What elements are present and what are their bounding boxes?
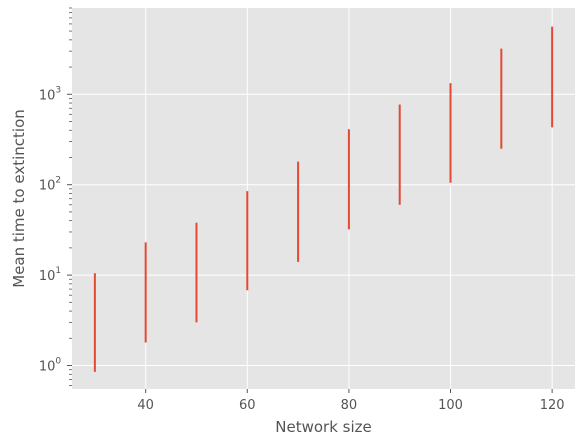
x-tick-label: 40	[137, 398, 154, 413]
y-tick-label: 100	[39, 357, 62, 375]
x-tick-label: 120	[540, 398, 565, 413]
y-tick-labels: 100 101 102 103	[39, 85, 72, 375]
x-tick-labels: 40 60 80 100 120	[137, 389, 565, 413]
y-tick-label: 101	[39, 266, 61, 284]
y-tick-label: 103	[39, 85, 61, 103]
x-tick-label: 80	[341, 398, 358, 413]
grid-lines	[72, 8, 575, 389]
y-tick-label: 102	[39, 176, 61, 194]
error-bars	[93, 26, 554, 372]
plot-area	[72, 8, 575, 389]
x-tick-label: 60	[239, 398, 256, 413]
y-axis-title: Mean time to extinction	[10, 109, 28, 288]
minor-ticks	[69, 7, 72, 386]
x-tick-label: 100	[438, 398, 463, 413]
x-axis-title: Network size	[275, 418, 371, 436]
